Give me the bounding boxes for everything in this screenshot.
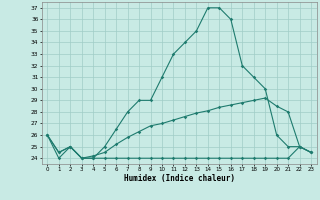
- X-axis label: Humidex (Indice chaleur): Humidex (Indice chaleur): [124, 174, 235, 183]
